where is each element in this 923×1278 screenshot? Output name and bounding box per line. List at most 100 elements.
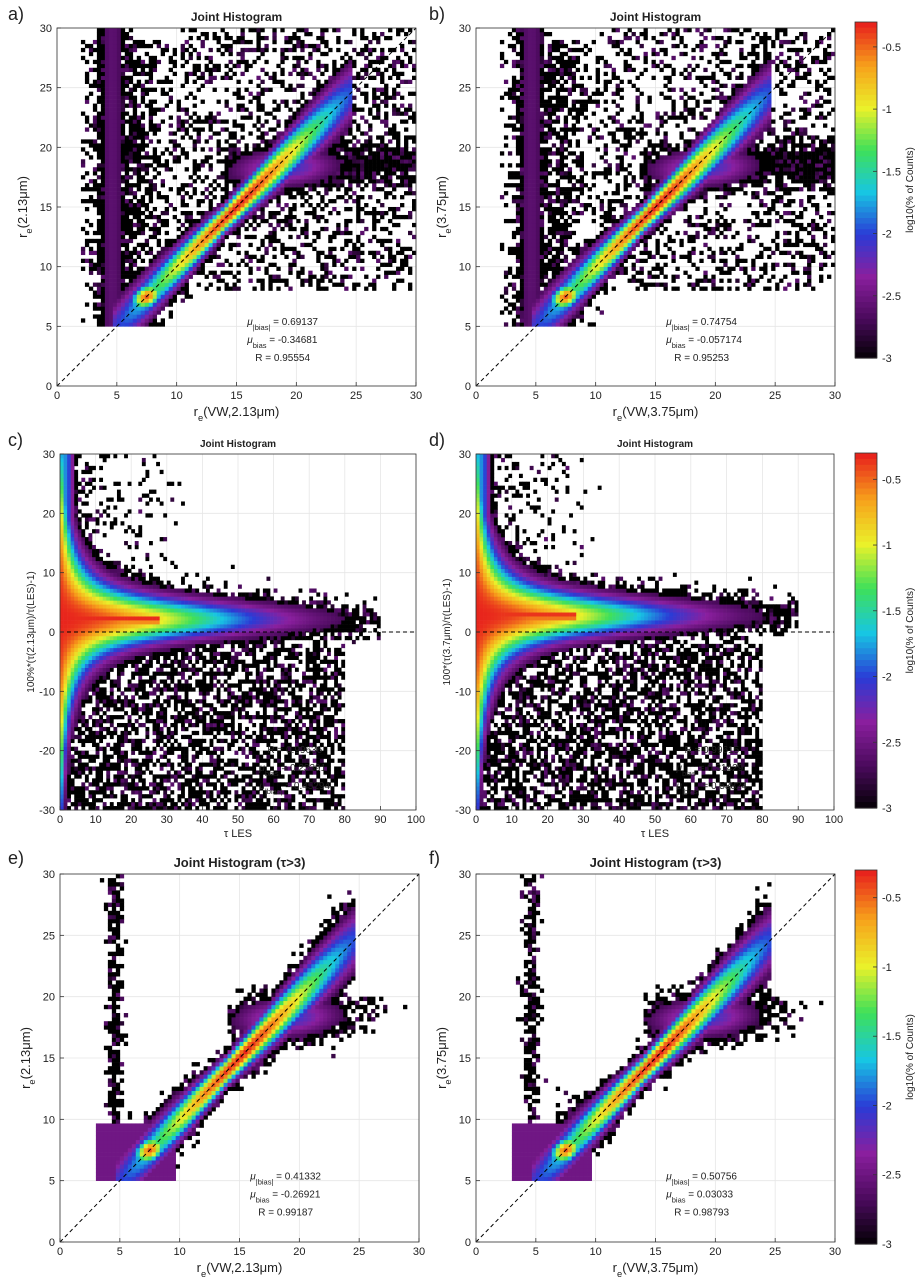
heatmap-cell [292,159,296,163]
heatmap-cell [133,279,137,283]
heatmap-cell [240,104,244,108]
heatmap-cell [109,151,113,155]
heatmap-cell [153,112,157,116]
heatmap-cell [109,199,113,203]
heatmap-cell [105,247,109,251]
heatmap-cell [229,48,233,52]
heatmap-cell [221,175,225,179]
heatmap-cell [177,119,181,123]
heatmap-cell [149,72,153,76]
heatmap-cell [296,151,300,155]
heatmap-cell [113,219,117,223]
heatmap-cell [93,171,97,175]
heatmap-cell [125,135,129,139]
heatmap-cell [296,131,300,135]
heatmap-cell [288,163,292,167]
heatmap-cell [181,287,185,291]
heatmap-cell [177,291,181,295]
heatmap-cell [217,203,221,207]
heatmap-cell [89,48,93,52]
heatmap-cell [197,64,201,68]
heatmap-cell [113,227,117,231]
heatmap-cell [105,119,109,123]
heatmap-cell [81,247,85,251]
heatmap-cell [93,139,97,143]
heatmap-cell [85,116,89,120]
heatmap-cell [280,247,284,251]
heatmap-cell [97,227,101,231]
heatmap-cell [153,100,157,104]
heatmap-cell [181,119,185,123]
heatmap-cell [149,227,153,231]
heatmap-cell [125,271,129,275]
heatmap-cell [165,251,169,255]
heatmap-cell [113,267,117,271]
heatmap-cell [113,80,117,84]
heatmap-cell [292,263,296,267]
heatmap-cell [105,163,109,167]
heatmap-cell [105,295,109,299]
heatmap-cell [121,119,125,123]
heatmap-cell [153,295,157,299]
heatmap-cell [225,211,229,215]
heatmap-cell [133,298,137,302]
heatmap-cell [229,179,233,183]
heatmap-cell [145,239,149,243]
heatmap-cell [105,259,109,263]
heatmap-cell [105,255,109,259]
heatmap-cell [252,123,256,127]
heatmap-cell [121,295,125,299]
heatmap-cell [105,60,109,64]
heatmap-cell [197,36,201,40]
heatmap-cell [129,279,133,283]
heatmap-cell [225,159,229,163]
heatmap-cell [121,191,125,195]
heatmap-cell [201,119,205,123]
heatmap-cell [213,251,217,255]
heatmap-cell [185,275,189,279]
heatmap-cell [145,318,149,322]
heatmap-cell [97,88,101,92]
heatmap-cell [256,48,260,52]
heatmap-cell [129,295,133,299]
heatmap-cell [121,104,125,108]
heatmap-cell [133,96,137,100]
heatmap-cell [252,255,256,259]
heatmap-cell [276,195,280,199]
heatmap-cell [296,116,300,120]
heatmap-cell [109,259,113,263]
heatmap-cell [244,147,248,151]
heatmap-cell [141,219,145,223]
heatmap-cell [133,215,137,219]
heatmap-cell [201,72,205,76]
heatmap-cell [276,279,280,283]
heatmap-cell [205,255,209,259]
heatmap-cell [109,314,113,318]
heatmap-cell [97,203,101,207]
heatmap-cell [225,179,229,183]
heatmap-cell [288,267,292,271]
heatmap-cell [209,76,213,80]
heatmap-cell [197,251,201,255]
heatmap-cell [260,167,264,171]
heatmap-cell [133,72,137,76]
heatmap-cell [113,119,117,123]
heatmap-cell [272,28,276,32]
heatmap-cell [177,187,181,191]
heatmap-cell [105,223,109,227]
heatmap-cell [248,279,252,283]
heatmap-cell [105,207,109,211]
heatmap-cell [272,275,276,279]
heatmap-cell [109,112,113,116]
heatmap-cell [213,187,217,191]
heatmap-cell [280,187,284,191]
heatmap-cell [129,275,133,279]
heatmap-cell [153,40,157,44]
heatmap-cell [173,255,177,259]
heatmap-cell [256,143,260,147]
heatmap-cell [97,80,101,84]
heatmap-cell [157,191,161,195]
heatmap-cell [141,88,145,92]
heatmap-cell [173,283,177,287]
heatmap-cell [288,123,292,127]
